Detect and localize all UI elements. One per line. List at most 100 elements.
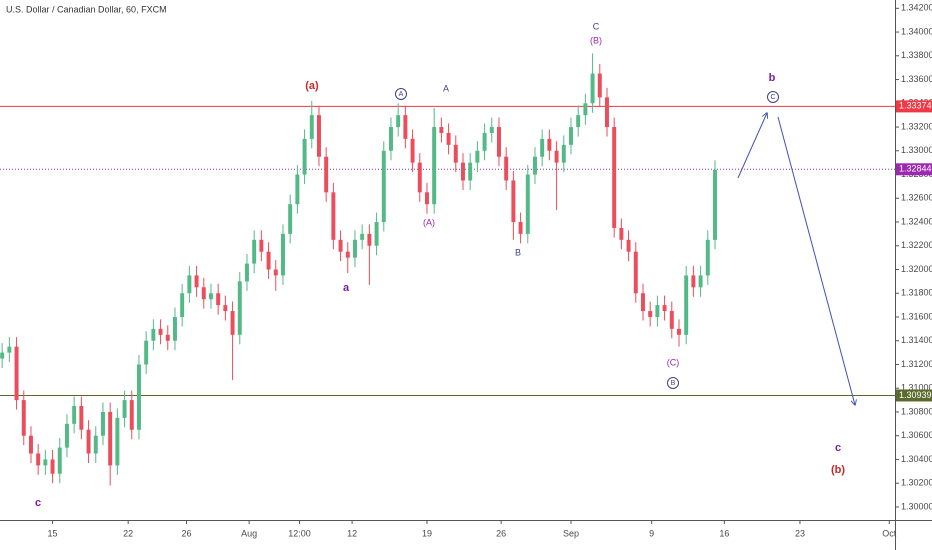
levels [0,105,895,396]
price-level-label: 1.30939 [899,390,932,400]
candle-body [677,328,681,335]
candle-body [475,150,480,163]
x-tick-label: 19 [422,528,432,538]
candle-body [122,400,127,418]
candle-body [576,115,581,128]
candle-body [396,115,401,128]
candle-body [108,411,113,466]
wave-label: C [770,94,775,101]
candle-body [547,138,552,151]
candle-body [28,435,33,454]
x-tick-label: 26 [496,528,506,538]
candle-body [504,156,509,181]
candle-body [626,239,631,252]
candle-body [201,287,206,300]
candle-body [403,115,408,139]
candle-body [172,316,177,341]
candle-body [612,127,617,228]
x-tick-label: 23 [795,528,805,538]
candle-body [705,239,710,276]
x-tick-label: 22 [123,528,133,538]
candle-body [511,180,516,223]
candle-body [662,305,667,312]
candle-body [367,233,372,246]
y-tick-label: 1.33800 [901,50,932,60]
x-tick-label: 16 [719,528,729,538]
projection-arrow [737,113,767,179]
x-tick-label: 15 [48,528,58,538]
candle-body [237,281,242,335]
candle-body [597,73,602,98]
candle-body [309,115,314,139]
wave-circle [667,377,679,389]
candle-body [0,352,5,359]
candle-body [259,239,264,252]
candle-body [230,311,235,335]
candle-body [50,459,55,474]
candle-body [194,275,199,288]
wave-label: A [443,83,449,93]
y-tick-label: 1.32400 [901,216,932,226]
candle-body [316,115,321,157]
candle-body [619,227,624,240]
candle-body [115,417,120,466]
candle-body [266,251,271,270]
candle-body [388,127,393,151]
candle-body [583,103,588,116]
candle-body [554,150,559,163]
candle-body [482,132,487,151]
candle-body [280,233,285,276]
candle-body [93,435,98,454]
candle-body [540,138,545,157]
candle-body [7,346,12,353]
candle-body [525,174,530,234]
candle-body [43,459,48,466]
y-tick-label: 1.30800 [901,406,932,416]
candle-body [129,400,134,430]
candle-body [561,144,566,163]
wave-label: A [399,91,404,98]
y-tick-label: 1.33200 [901,121,932,131]
candle-body [569,127,573,145]
y-tick-label: 1.30200 [901,478,932,488]
candle-body [691,275,696,288]
wave-label: (C) [667,357,680,367]
candle-body [432,127,437,205]
x-tick-label: Oct [882,528,897,538]
chart-title: U.S. Dollar / Canadian Dollar, 60, FXCM [6,4,167,14]
candle-body [136,364,141,430]
wave-label: (A) [423,217,435,227]
y-tick-label: 1.33600 [901,74,932,84]
x-tick-label: 12:00 [288,528,311,538]
y-tick-label: 1.31200 [901,359,932,369]
candle-body [590,73,595,104]
wave-label: a [343,282,350,294]
candle-body [381,150,386,223]
candle-body [144,340,149,365]
candle-body [468,162,473,181]
candle-body [533,156,537,175]
candle-body [288,204,293,234]
candle-body [641,293,645,312]
candle-body [14,346,19,401]
projection-arrow [777,116,855,405]
price-level-label: 1.33374 [899,101,932,111]
candle-body [374,222,379,246]
y-tick-label: 1.32200 [901,240,932,250]
candle-body [180,293,185,317]
candles [0,53,717,486]
candle-body [446,132,451,145]
candle-body [64,423,69,448]
y-tick-label: 1.33000 [901,145,932,155]
wave-label: (b) [831,464,845,476]
candle-body [655,305,660,317]
candle-body [518,222,523,234]
y-tick-label: 1.32000 [901,264,932,274]
candle-body [72,406,77,424]
y-tick-label: 1.30400 [901,454,932,464]
candle-body [244,263,249,282]
price-level-label: 1.32844 [899,164,932,174]
wave-label: (a) [305,80,319,92]
x-tick-label: Aug [241,528,257,538]
x-tick-label: Sep [563,528,579,538]
